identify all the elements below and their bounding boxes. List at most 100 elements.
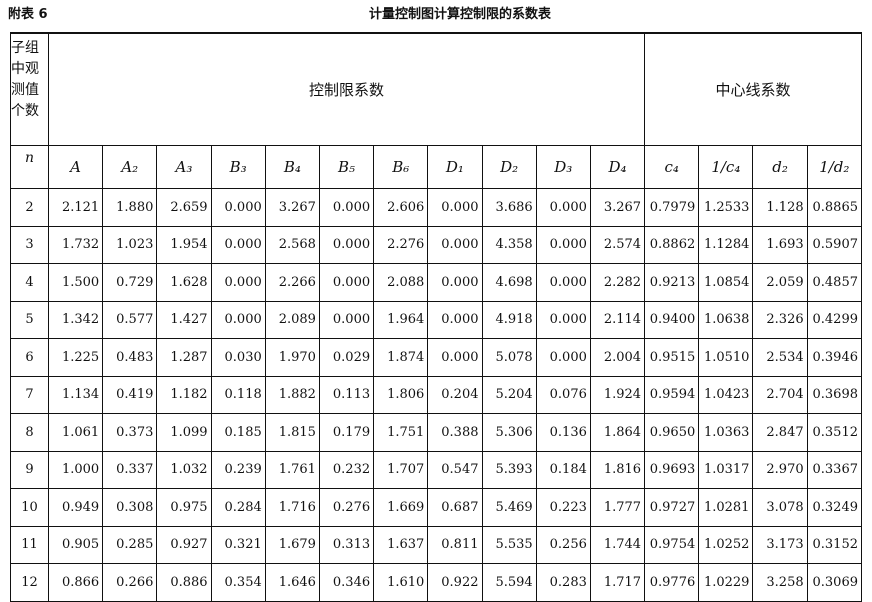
value-cell: 1.128 — [752, 188, 808, 227]
value-cell: 1.023 — [102, 225, 158, 264]
value-cell: 4.918 — [481, 300, 537, 339]
value-cell: 0.321 — [210, 525, 266, 564]
value-cell: 1.2533 — [698, 188, 754, 227]
n-cell: 4 — [10, 263, 49, 302]
value-cell: 0.9754 — [644, 525, 700, 564]
value-cell: 0.285 — [102, 525, 158, 564]
value-cell: 1.707 — [373, 450, 429, 489]
value-cell: 5.594 — [481, 563, 537, 602]
value-cell: 1.061 — [47, 413, 104, 452]
value-cell: 1.032 — [156, 450, 212, 489]
value-cell: 1.964 — [373, 300, 429, 339]
value-cell: 2.704 — [752, 375, 808, 414]
value-cell: 0.9400 — [644, 300, 700, 339]
value-cell: 0.118 — [210, 375, 266, 414]
value-cell: 0.9213 — [644, 263, 700, 302]
value-cell: 0.029 — [318, 338, 375, 377]
value-cell: 1.864 — [589, 413, 646, 452]
coefficient-table: 子组中观测值个数 控制限系数 中心线系数 n A A₂ A₃ B₃ B₄ B₅ B₆ D₁ D₂… — [10, 32, 863, 602]
value-cell: 0.866 — [47, 563, 104, 602]
value-cell: 0.000 — [318, 188, 375, 227]
value-cell: 2.088 — [373, 263, 429, 302]
value-cell: 1.134 — [47, 375, 104, 414]
value-cell: 0.308 — [102, 488, 158, 527]
value-cell: 0.232 — [318, 450, 375, 489]
value-cell: 1.0317 — [698, 450, 754, 489]
value-cell: 1.287 — [156, 338, 212, 377]
value-cell: 0.030 — [210, 338, 266, 377]
value-cell: 1.427 — [156, 300, 212, 339]
value-cell: 0.256 — [535, 525, 591, 564]
table-row: 3 1.732 1.023 1.954 0.000 2.568 0.000 2.276 0.00… — [10, 225, 863, 264]
n-cell: 6 — [10, 338, 49, 377]
value-cell: 1.970 — [264, 338, 320, 377]
value-cell: 0.419 — [102, 375, 158, 414]
value-cell: 0.3512 — [806, 413, 863, 452]
value-cell: 1.679 — [264, 525, 320, 564]
value-cell: 5.204 — [481, 375, 537, 414]
value-cell: 0.3069 — [806, 563, 863, 602]
value-cell: 1.0229 — [698, 563, 754, 602]
column-header: B₃ — [210, 145, 266, 189]
column-header: B₅ — [318, 145, 375, 189]
table-row: 5 1.342 0.577 1.427 0.000 2.089 0.000 1.964 0.00… — [10, 300, 863, 339]
value-cell: 1.816 — [589, 450, 646, 489]
value-cell: 0.687 — [427, 488, 483, 527]
value-cell: 0.000 — [318, 225, 375, 264]
table-row: 2 2.121 1.880 2.659 0.000 3.267 0.000 2.606 0.00… — [10, 188, 863, 227]
column-header: D₂ — [481, 145, 537, 189]
value-cell: 0.949 — [47, 488, 104, 527]
value-cell: 0.3698 — [806, 375, 863, 414]
table-label: 附表 6 — [8, 7, 48, 22]
value-cell: 2.114 — [589, 300, 646, 339]
table-row: 4 1.500 0.729 1.628 0.000 2.266 0.000 2.088 0.00… — [10, 263, 863, 302]
table-row: 11 0.905 0.285 0.927 0.321 1.679 0.313 1.637 0.8… — [10, 525, 863, 564]
value-cell: 0.000 — [427, 300, 483, 339]
column-header: 1/d₂ — [806, 145, 863, 189]
value-cell: 0.337 — [102, 450, 158, 489]
value-cell: 1.717 — [589, 563, 646, 602]
value-cell: 0.8862 — [644, 225, 700, 264]
n-cell: 8 — [10, 413, 49, 452]
value-cell: 0.000 — [535, 338, 591, 377]
value-cell: 2.606 — [373, 188, 429, 227]
n-symbol: n — [10, 145, 49, 189]
value-cell: 0.577 — [102, 300, 158, 339]
table-row: 6 1.225 0.483 1.287 0.030 1.970 0.029 1.874 0.00… — [10, 338, 863, 377]
value-cell: 5.469 — [481, 488, 537, 527]
value-cell: 1.777 — [589, 488, 646, 527]
column-header: D₁ — [427, 145, 483, 189]
value-cell: 1.0252 — [698, 525, 754, 564]
value-cell: 2.059 — [752, 263, 808, 302]
value-cell: 0.3946 — [806, 338, 863, 377]
value-cell: 1.744 — [589, 525, 646, 564]
value-cell: 0.4857 — [806, 263, 863, 302]
value-cell: 1.874 — [373, 338, 429, 377]
n-cell: 12 — [10, 563, 49, 602]
value-cell: 0.373 — [102, 413, 158, 452]
value-cell: 5.393 — [481, 450, 537, 489]
value-cell: 0.185 — [210, 413, 266, 452]
value-cell: 5.535 — [481, 525, 537, 564]
value-cell: 0.9515 — [644, 338, 700, 377]
value-cell: 3.258 — [752, 563, 808, 602]
value-cell: 1.669 — [373, 488, 429, 527]
value-cell: 1.0854 — [698, 263, 754, 302]
value-cell: 0.000 — [318, 300, 375, 339]
value-cell: 1.500 — [47, 263, 104, 302]
value-cell: 0.9594 — [644, 375, 700, 414]
value-cell: 1.815 — [264, 413, 320, 452]
value-cell: 0.223 — [535, 488, 591, 527]
table-row: 12 0.866 0.266 0.886 0.354 1.646 0.346 1.610 0.9… — [10, 563, 863, 602]
value-cell: 0.388 — [427, 413, 483, 452]
value-cell: 0.886 — [156, 563, 212, 602]
value-cell: 0.3152 — [806, 525, 863, 564]
table-row: 8 1.061 0.373 1.099 0.185 1.815 0.179 1.751 0.38… — [10, 413, 863, 452]
value-cell: 2.121 — [47, 188, 104, 227]
value-cell: 2.847 — [752, 413, 808, 452]
value-cell: 0.113 — [318, 375, 375, 414]
value-cell: 0.9776 — [644, 563, 700, 602]
value-cell: 0.9650 — [644, 413, 700, 452]
column-header: A — [47, 145, 104, 189]
value-cell: 0.3249 — [806, 488, 863, 527]
